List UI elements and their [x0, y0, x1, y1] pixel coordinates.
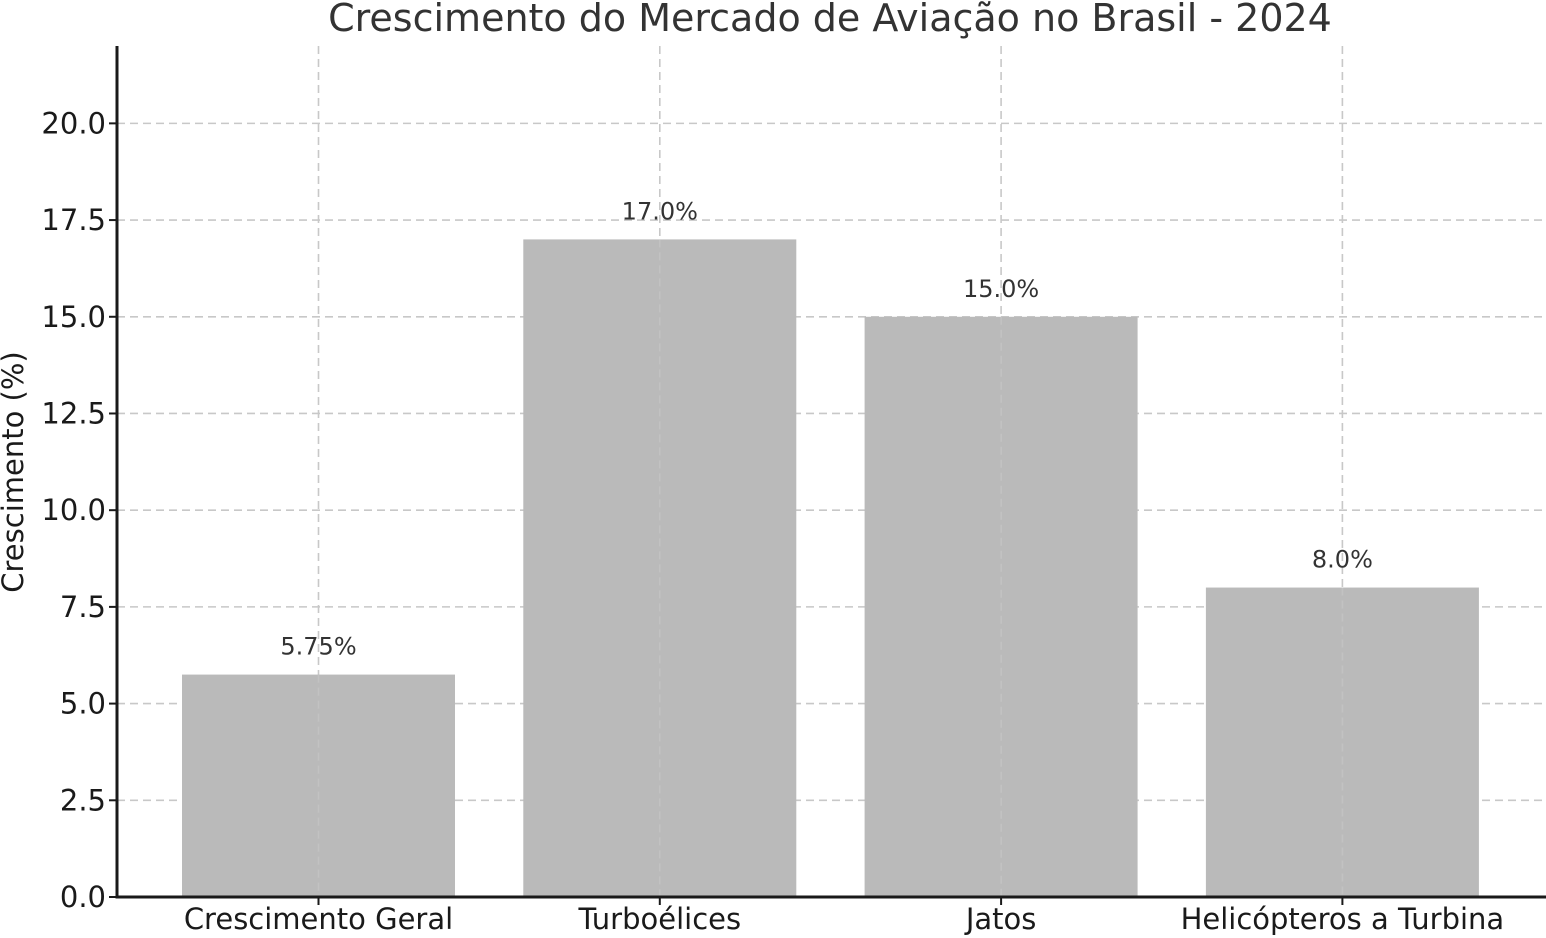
y-axis-label: Crescimento (%)	[0, 351, 30, 592]
y-tick-label-5: 12.5	[41, 396, 106, 430]
data-label-1: 17.0%	[622, 197, 698, 225]
y-tick-label-1: 2.5	[60, 783, 106, 817]
bar-3	[1205, 587, 1479, 897]
x-tick-label-1: Turboélices	[577, 902, 741, 936]
y-tick-label-7: 17.5	[41, 203, 106, 237]
x-tick-label-2: Jatos	[964, 902, 1037, 936]
y-tick-label-3: 7.5	[60, 590, 106, 624]
y-tick-label-6: 15.0	[41, 300, 106, 334]
y-tick-label-8: 20.0	[41, 106, 106, 140]
x-tick-label-0: Crescimento Geral	[184, 902, 453, 936]
chart-title: Crescimento do Mercado de Aviação no Bra…	[328, 0, 1332, 40]
y-tick-label-0: 0.0	[60, 880, 106, 914]
axes-layer	[109, 46, 1546, 905]
y-tick-label-2: 5.0	[60, 687, 106, 721]
bars-layer	[182, 239, 1479, 898]
x-tick-label-3: Helicópteros a Turbina	[1181, 902, 1505, 936]
y-tick-label-4: 10.0	[41, 493, 106, 527]
data-label-3: 8.0%	[1312, 546, 1373, 574]
data-label-2: 15.0%	[963, 275, 1039, 303]
data-label-0: 5.75%	[280, 633, 356, 661]
labels-layer: 0.0 2.5 5.0 7.5 10.0 12.5 15.0 17.5 20.0 Crescime…	[41, 106, 1504, 936]
